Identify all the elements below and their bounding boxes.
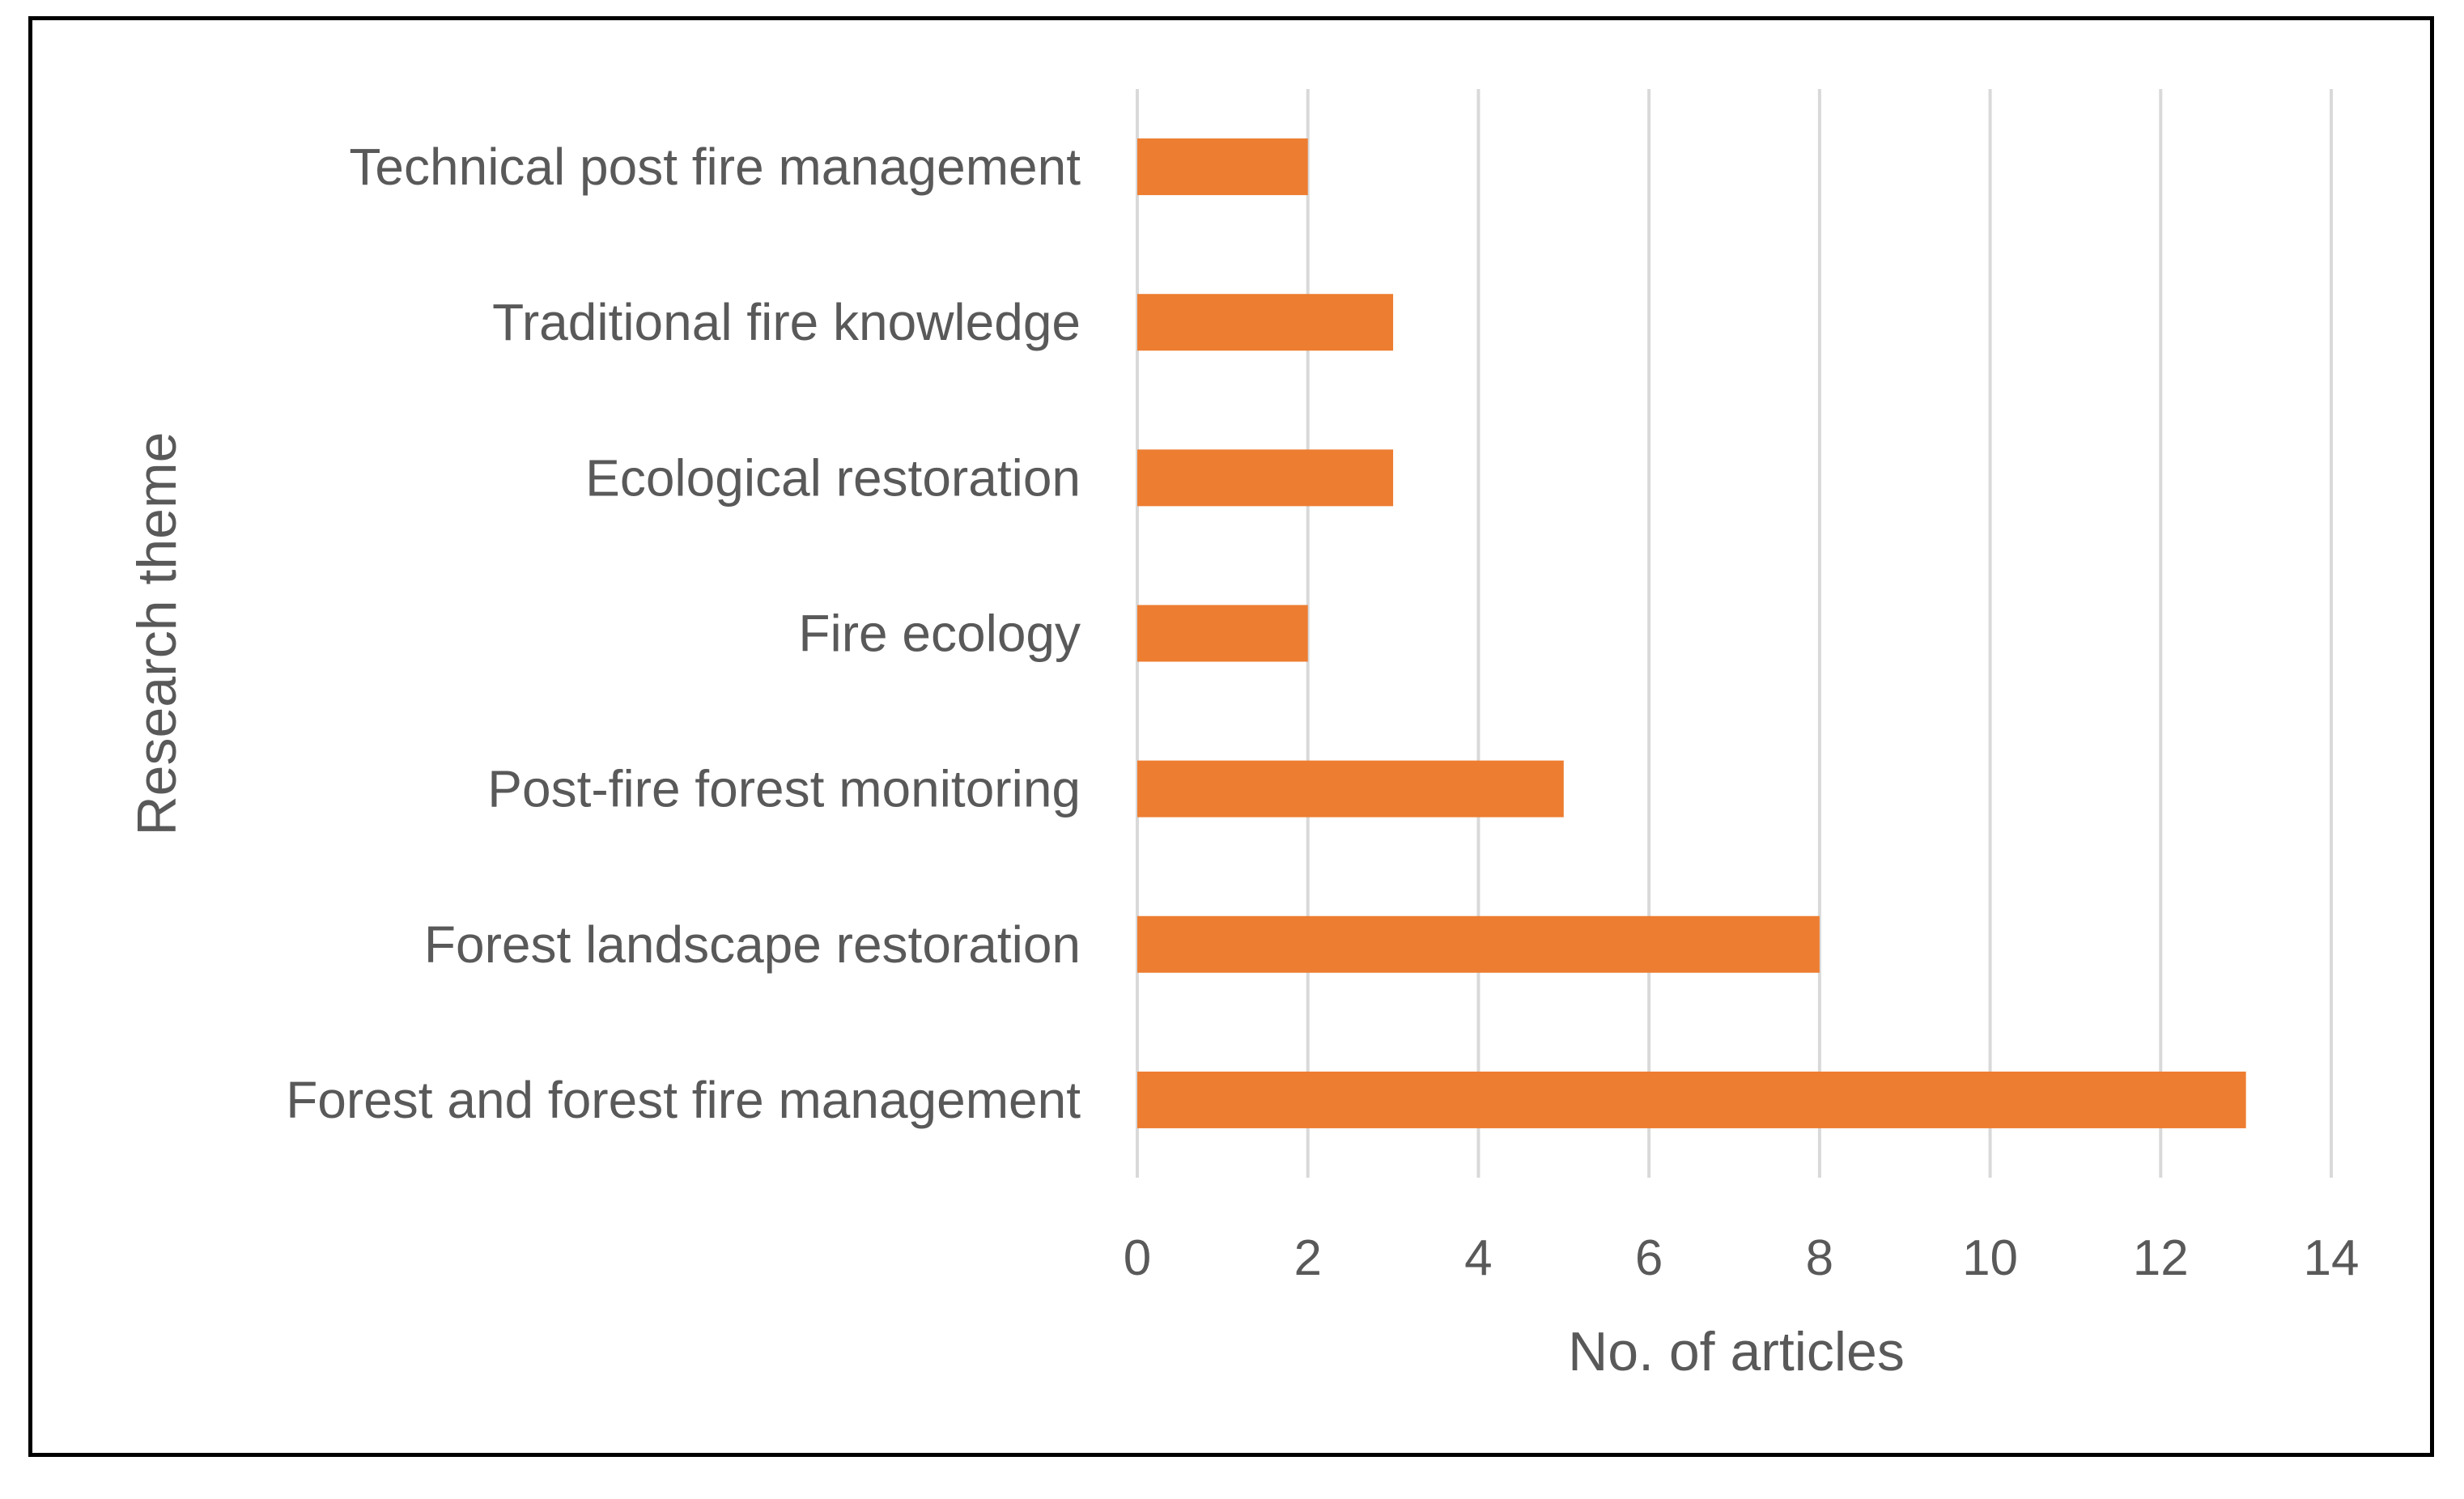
category-label: Post-fire forest monitoring <box>487 760 1081 818</box>
y-axis-title: Research theme <box>126 432 188 836</box>
x-tick-labels: 0 2 4 6 8 10 12 14 <box>1124 1230 2360 1286</box>
category-labels: Technical post fire management Traditiona… <box>286 138 1081 1129</box>
bar <box>1137 605 1308 662</box>
bars <box>1137 138 2246 1128</box>
x-tick-label: 10 <box>1962 1230 2018 1286</box>
bar <box>1137 294 1394 351</box>
category-label: Ecological restoration <box>585 448 1081 507</box>
bar <box>1137 760 1564 817</box>
gridlines <box>1136 89 2333 1178</box>
x-tick-label: 0 <box>1124 1230 1151 1286</box>
x-tick-label: 12 <box>2133 1230 2189 1286</box>
x-tick-label: 2 <box>1294 1230 1321 1286</box>
x-axis-title: No. of articles <box>1568 1321 1905 1382</box>
bar <box>1137 1071 2246 1128</box>
x-tick-label: 8 <box>1806 1230 1833 1286</box>
bar <box>1137 915 1820 973</box>
category-label: Fire ecology <box>798 605 1081 663</box>
chart-frame <box>28 16 2434 1457</box>
category-label: Traditional fire knowledge <box>492 293 1081 351</box>
x-tick-label: 14 <box>2304 1230 2360 1286</box>
category-label: Forest landscape restoration <box>424 915 1081 974</box>
category-label: Forest and forest fire management <box>286 1071 1081 1129</box>
bar <box>1137 449 1394 507</box>
x-tick-label: 6 <box>1635 1230 1663 1286</box>
bar <box>1137 138 1308 196</box>
category-label: Technical post fire management <box>349 138 1081 196</box>
x-tick-label: 4 <box>1464 1230 1492 1286</box>
